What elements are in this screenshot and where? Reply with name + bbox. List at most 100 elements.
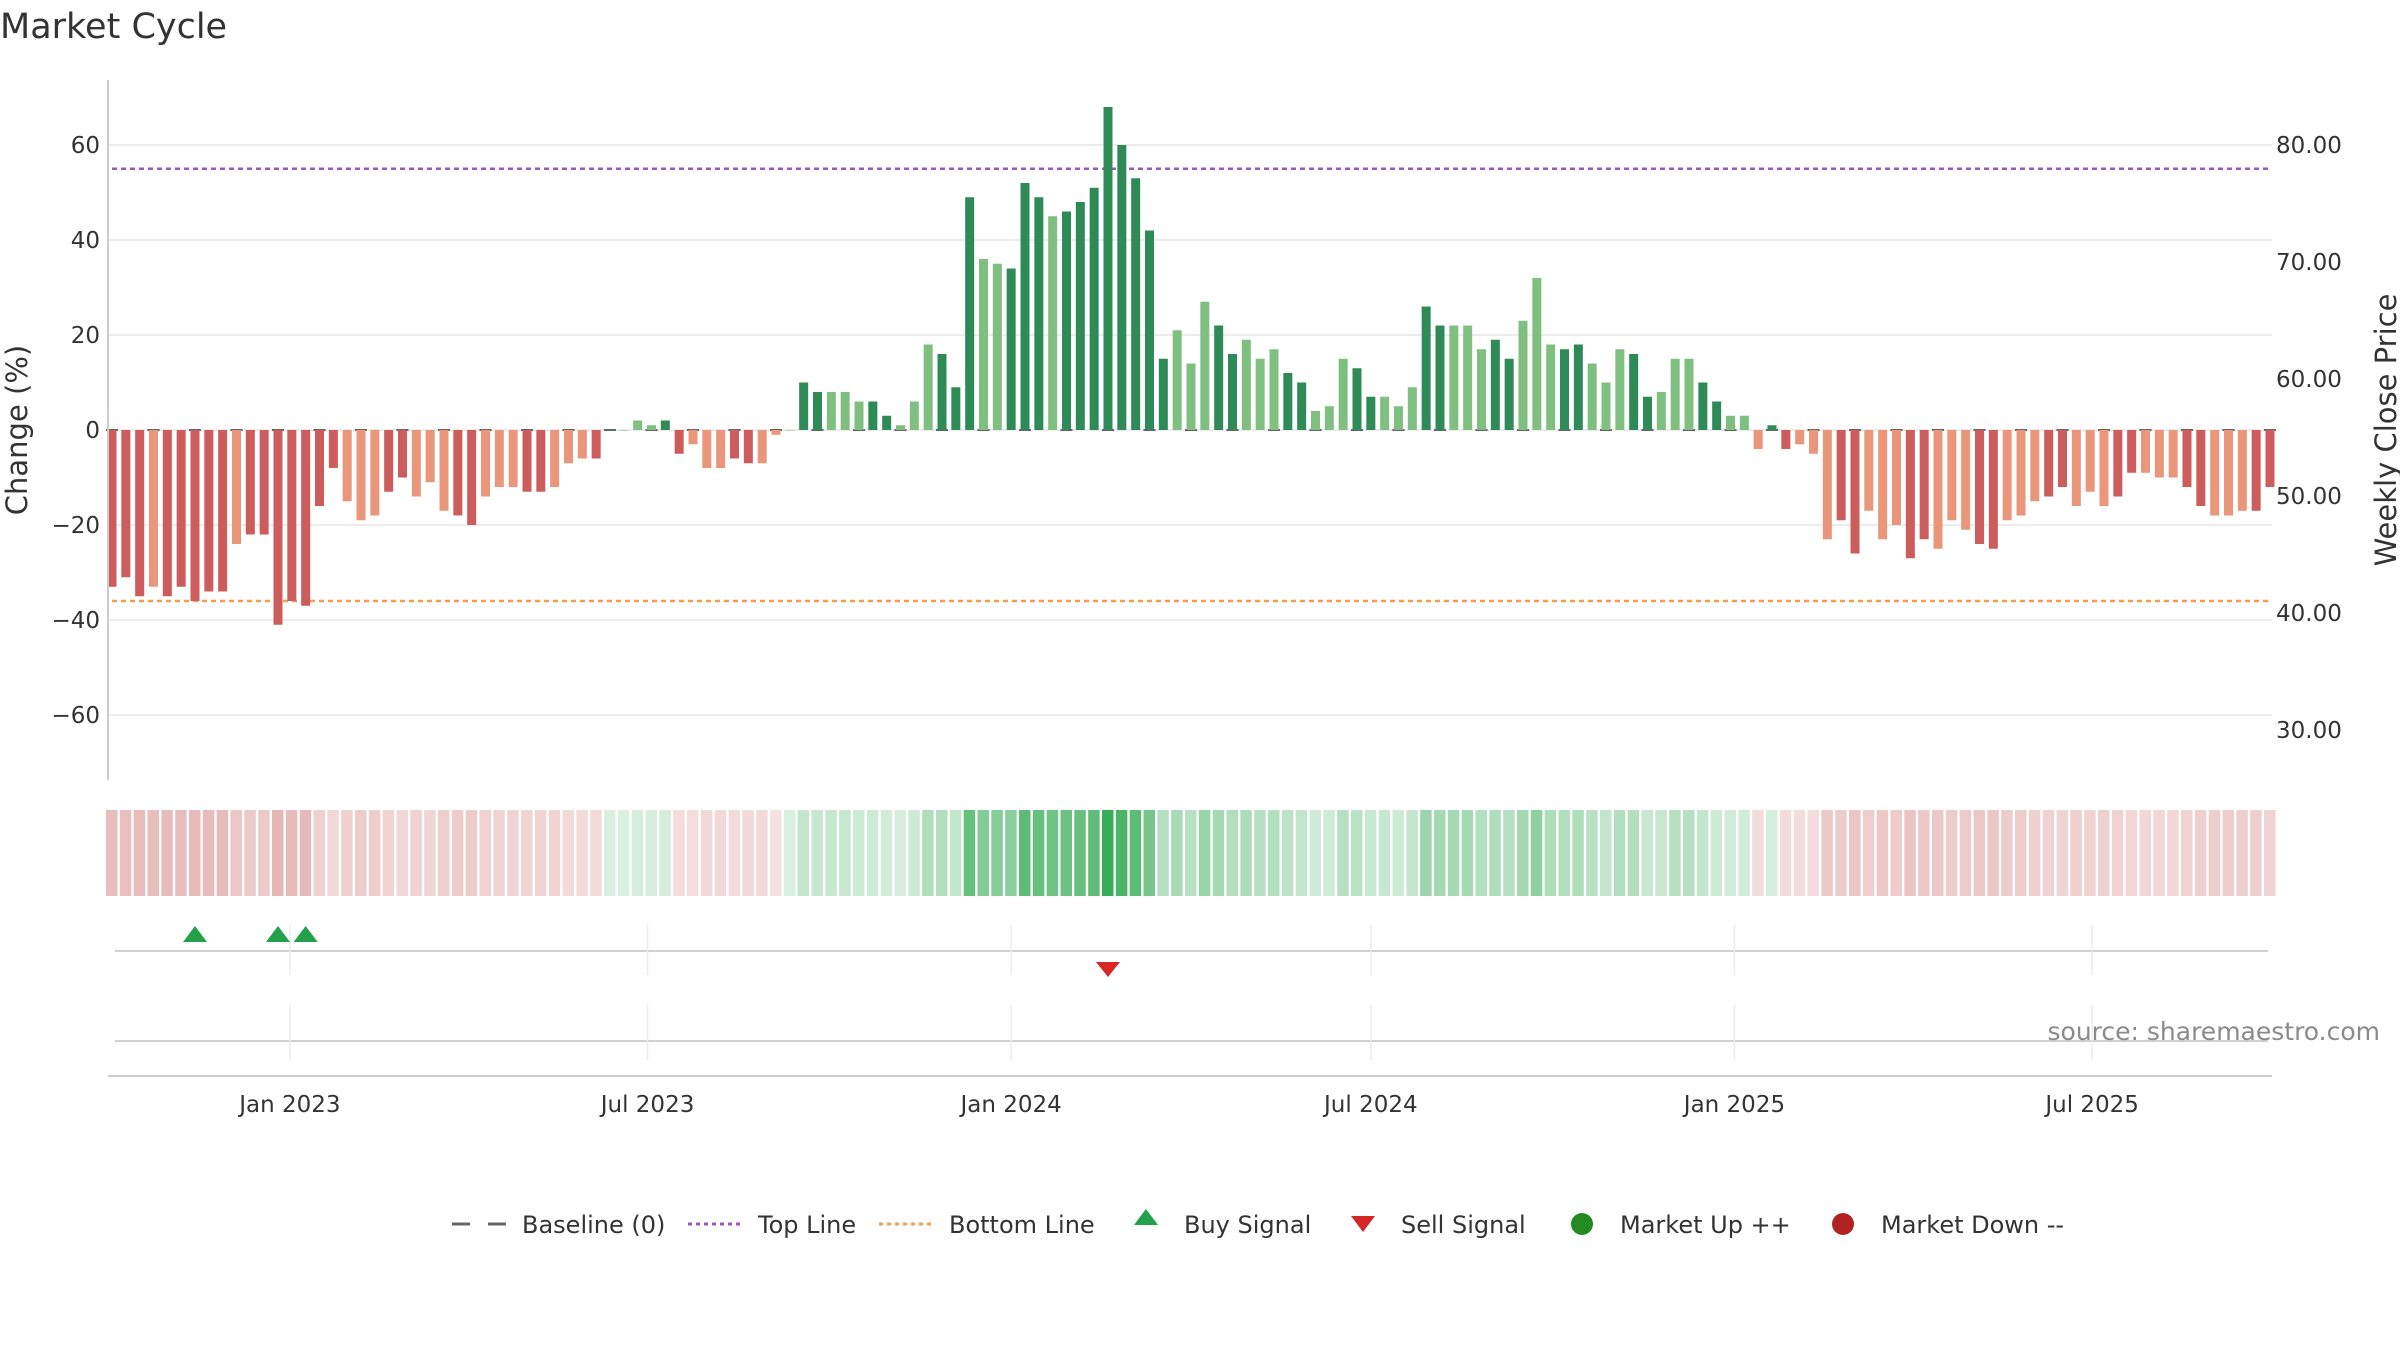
y-right-tick-label: 50.00 xyxy=(2276,484,2342,510)
bars xyxy=(107,107,2275,625)
heat-cell xyxy=(2070,810,2082,896)
bar xyxy=(107,430,117,587)
signal-panel xyxy=(115,925,2268,1060)
bar xyxy=(2016,430,2026,516)
bar xyxy=(1892,430,1901,525)
y-left-tick-label: 40 xyxy=(71,228,100,254)
bar xyxy=(2182,430,2192,487)
bar xyxy=(121,430,131,578)
bar xyxy=(259,430,269,535)
bar xyxy=(1048,216,1058,430)
heat-cell xyxy=(410,810,422,896)
y-right-tick-label: 70.00 xyxy=(2276,250,2342,276)
bar xyxy=(1089,187,1099,430)
bar xyxy=(1145,230,1154,430)
bar xyxy=(1933,430,1943,549)
heat-cell xyxy=(2236,810,2248,896)
bar xyxy=(550,430,560,487)
heat-cell xyxy=(1849,810,1861,896)
heat-cell xyxy=(1392,810,1404,896)
bar xyxy=(439,430,449,511)
x-tick-label: Jul 2023 xyxy=(599,1092,695,1118)
heat-cell xyxy=(327,810,339,896)
heat-cell xyxy=(1351,810,1363,896)
heat-cell xyxy=(1475,810,1487,896)
heat-cell xyxy=(368,810,381,896)
bar xyxy=(356,430,366,521)
heat-cell xyxy=(1019,810,1031,896)
heat-cell xyxy=(1696,810,1709,896)
heat-cell xyxy=(1627,810,1640,896)
heat-cell xyxy=(1088,810,1100,896)
bar xyxy=(730,430,739,459)
bar xyxy=(951,387,961,430)
heat-cell xyxy=(1600,810,1612,896)
bar xyxy=(245,430,255,535)
bar xyxy=(1836,430,1846,521)
heat-cell xyxy=(2264,810,2276,896)
heat-cell xyxy=(604,810,616,896)
bar xyxy=(1712,401,1722,430)
heat-cell xyxy=(1364,810,1377,896)
bar xyxy=(328,430,338,468)
heat-cell xyxy=(1503,810,1515,896)
bar xyxy=(1739,415,1749,430)
bar xyxy=(1518,320,1528,430)
bar xyxy=(840,392,850,430)
bar xyxy=(1020,183,1030,430)
heat-cell xyxy=(1420,810,1432,896)
heat-cell xyxy=(521,810,533,896)
heat-cell xyxy=(1171,810,1183,896)
heat-cell xyxy=(1544,810,1557,896)
heat-cell xyxy=(1641,810,1653,896)
heat-cell xyxy=(216,810,229,896)
bar xyxy=(1573,344,1583,430)
heat-cell xyxy=(659,810,671,896)
bar xyxy=(619,430,629,431)
heat-cell xyxy=(770,810,782,896)
bar xyxy=(481,430,490,497)
bar xyxy=(979,259,988,430)
bar xyxy=(1878,430,1888,540)
bar xyxy=(2002,430,2012,521)
y-left-tick-label: 0 xyxy=(85,418,100,444)
heat-cell xyxy=(1779,810,1792,896)
heat-cell xyxy=(1226,810,1238,896)
bar xyxy=(674,430,684,454)
bar xyxy=(757,430,767,464)
bar xyxy=(660,420,670,430)
bar xyxy=(425,430,435,483)
legend-label: Sell Signal xyxy=(1401,1211,1526,1239)
y-axis-left-label: Change (%) xyxy=(0,345,34,515)
bar xyxy=(2224,430,2233,516)
heat-cell xyxy=(119,810,132,896)
heat-cell xyxy=(2028,810,2041,896)
heat-cell xyxy=(285,810,298,896)
chart-title: Market Cycle xyxy=(0,7,227,47)
bar xyxy=(1477,349,1486,430)
heat-cell xyxy=(797,810,810,896)
bar xyxy=(992,263,1002,430)
heat-cell xyxy=(2139,810,2151,896)
bar xyxy=(287,430,297,601)
heat-cell xyxy=(1945,810,1958,896)
heat-cell xyxy=(438,810,450,896)
y-right-tick-label: 60.00 xyxy=(2276,367,2342,393)
heat-cell xyxy=(465,810,478,896)
bar xyxy=(813,392,822,430)
bar xyxy=(1283,373,1293,430)
x-tick-label: Jul 2025 xyxy=(2043,1092,2139,1118)
bar xyxy=(1338,358,1348,430)
bar xyxy=(1615,349,1625,430)
heat-cell xyxy=(2084,810,2096,896)
heat-cell xyxy=(1489,810,1501,896)
bar xyxy=(882,415,892,430)
bar xyxy=(716,430,726,468)
bar xyxy=(1629,354,1639,430)
bar xyxy=(1186,363,1196,430)
cycle-heatstrip xyxy=(106,810,2276,896)
heat-cell xyxy=(313,810,325,896)
heat-cell xyxy=(756,810,768,896)
bar xyxy=(2127,430,2137,473)
heat-cell xyxy=(700,810,713,896)
